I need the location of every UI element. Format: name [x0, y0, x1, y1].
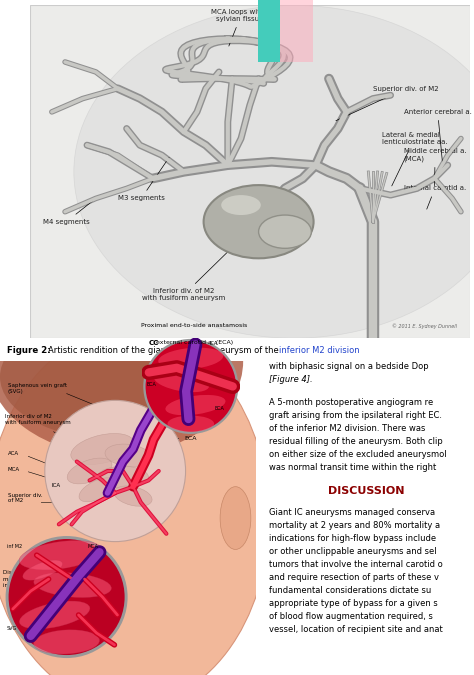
Text: M4 segments: M4 segments: [43, 200, 94, 225]
Text: Proximal end-to-side anastamosis: Proximal end-to-side anastamosis: [141, 323, 247, 328]
Text: ECA: ECA: [214, 406, 224, 411]
Text: SVG: SVG: [7, 626, 17, 631]
Ellipse shape: [220, 487, 251, 549]
Text: CC: CC: [149, 340, 159, 346]
Ellipse shape: [19, 541, 102, 570]
Ellipse shape: [34, 572, 111, 597]
Text: vessel, location of recipient site and anat: vessel, location of recipient site and a…: [269, 625, 443, 634]
Ellipse shape: [0, 267, 243, 456]
Text: Giant IC aneurysms managed conserva: Giant IC aneurysms managed conserva: [269, 508, 435, 517]
Text: appropriate type of bypass for a given s: appropriate type of bypass for a given s: [269, 599, 438, 608]
Ellipse shape: [0, 314, 230, 439]
Ellipse shape: [34, 630, 100, 654]
Ellipse shape: [204, 185, 314, 259]
Text: A 5-month postoperative angiogram re: A 5-month postoperative angiogram re: [269, 398, 433, 407]
Text: and require resection of parts of these v: and require resection of parts of these …: [269, 573, 439, 582]
Ellipse shape: [167, 416, 214, 432]
Text: Middle cerebral a.
(MCA): Middle cerebral a. (MCA): [404, 148, 466, 186]
Text: © 2011 E. Sydney Dunnell: © 2011 E. Sydney Dunnell: [392, 323, 456, 329]
Circle shape: [9, 539, 125, 655]
Text: mortality at 2 years and 80% mortality a: mortality at 2 years and 80% mortality a: [269, 521, 440, 530]
Text: ECA: ECA: [146, 383, 156, 387]
Text: MCA: MCA: [8, 467, 20, 472]
Text: indications for high-flow bypass include: indications for high-flow bypass include: [269, 534, 436, 543]
Text: Inferior div. of M2
with fusiform aneurysm: Inferior div. of M2 with fusiform aneury…: [142, 223, 256, 301]
Text: of blood flow augmentation required, s: of blood flow augmentation required, s: [269, 612, 433, 621]
Bar: [280, 0, 313, 61]
Text: MCA loops within
sylvian fissure: MCA loops within sylvian fissure: [211, 9, 271, 46]
FancyBboxPatch shape: [30, 5, 470, 338]
Text: Artistic rendition of the giant fusiform aneurysm of the: Artistic rendition of the giant fusiform…: [48, 346, 281, 355]
Circle shape: [143, 339, 238, 434]
Circle shape: [6, 536, 128, 658]
Text: M3 segments: M3 segments: [118, 157, 169, 201]
Text: inferior M2 division: inferior M2 division: [279, 346, 360, 355]
Ellipse shape: [71, 433, 134, 464]
Ellipse shape: [165, 395, 226, 415]
Text: Internal carotid a.: Internal carotid a.: [404, 186, 466, 209]
Text: ECA: ECA: [151, 435, 197, 441]
Text: Figure 2:: Figure 2:: [7, 346, 50, 355]
Text: Superior div.
of M2: Superior div. of M2: [8, 493, 42, 504]
Text: ICA: ICA: [210, 342, 218, 346]
Ellipse shape: [158, 348, 223, 369]
Text: Distal end-to-side anastomosis
middle cerebral a. (MCA)
inferior M2 segment: Distal end-to-side anastomosis middle ce…: [2, 570, 88, 588]
Ellipse shape: [97, 466, 148, 488]
Ellipse shape: [105, 444, 151, 466]
Text: graft arising from the ipsilateral right EC.: graft arising from the ipsilateral right…: [269, 411, 442, 420]
Text: was normal transit time within the right: was normal transit time within the right: [269, 463, 437, 472]
Ellipse shape: [259, 215, 311, 248]
Ellipse shape: [74, 5, 474, 338]
Text: residual filling of the aneurysm. Both clip: residual filling of the aneurysm. Both c…: [269, 437, 443, 446]
Ellipse shape: [154, 371, 209, 392]
Text: fundamental considerations dictate su: fundamental considerations dictate su: [269, 586, 431, 595]
Text: tumors that involve the internal carotid o: tumors that involve the internal carotid…: [269, 560, 443, 569]
Ellipse shape: [19, 601, 90, 629]
Ellipse shape: [67, 458, 112, 484]
Text: ICA: ICA: [51, 483, 60, 487]
Bar: [258, 0, 280, 61]
Text: Lateral & medial
lenticulostriate aa.: Lateral & medial lenticulostriate aa.: [382, 132, 447, 186]
Text: [Figure 4].: [Figure 4].: [269, 375, 313, 384]
Text: or other unclippable aneurysms and sel: or other unclippable aneurysms and sel: [269, 547, 437, 556]
Ellipse shape: [221, 195, 261, 215]
Text: of the inferior M2 division. There was: of the inferior M2 division. There was: [269, 424, 426, 433]
Text: Inferior div of M2
with fusiform aneurysm: Inferior div of M2 with fusiform aneurys…: [5, 414, 71, 425]
Ellipse shape: [79, 478, 116, 502]
Text: on either size of the excluded aneurysmol: on either size of the excluded aneurysmo…: [269, 450, 447, 459]
Ellipse shape: [45, 400, 186, 541]
Text: with biphasic signal on a bedside Dop: with biphasic signal on a bedside Dop: [269, 362, 429, 371]
Text: inf M2: inf M2: [7, 544, 22, 549]
Text: external carotid a. (ECA): external carotid a. (ECA): [156, 340, 233, 346]
Text: MCA: MCA: [88, 544, 99, 549]
Text: DISCUSSION: DISCUSSION: [328, 486, 404, 496]
Text: Anterior cerebral a.: Anterior cerebral a.: [404, 109, 472, 169]
Ellipse shape: [0, 329, 269, 675]
Text: Saphenous vein graft
(SVG): Saphenous vein graft (SVG): [8, 383, 67, 394]
Text: Superior div. of M2: Superior div. of M2: [336, 86, 438, 121]
Ellipse shape: [114, 486, 152, 506]
Ellipse shape: [23, 560, 63, 580]
Circle shape: [146, 342, 236, 431]
Text: ACA: ACA: [8, 452, 19, 456]
